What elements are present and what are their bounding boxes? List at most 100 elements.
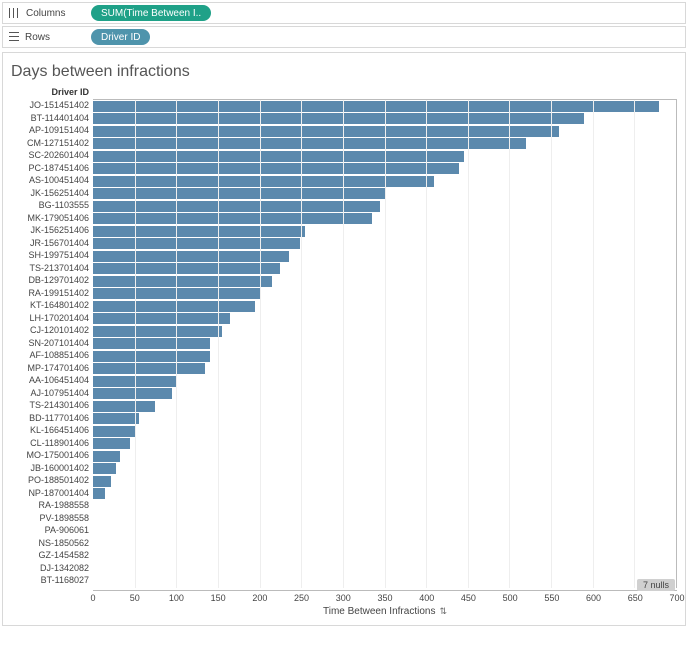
y-axis-label: SH-199751404 — [11, 249, 93, 262]
x-axis-tick: 700 — [669, 593, 684, 603]
bar[interactable] — [93, 388, 172, 399]
bar[interactable] — [93, 151, 464, 162]
bar-row — [93, 350, 676, 363]
bar[interactable] — [93, 238, 300, 249]
rows-shelf[interactable]: Rows Driver ID — [2, 26, 686, 48]
bar[interactable] — [93, 401, 155, 412]
bar-row — [93, 538, 676, 551]
sort-descending-icon[interactable]: ⇅ — [439, 606, 447, 617]
bar-row — [93, 150, 676, 163]
y-axis-label: BG-1103555 — [11, 199, 93, 212]
columns-shelf-label: Columns — [9, 8, 81, 19]
bar-row — [93, 288, 676, 301]
bar-row — [93, 550, 676, 563]
y-axis-label: DB-129701402 — [11, 274, 93, 287]
x-axis-tick: 500 — [503, 593, 518, 603]
bar-row — [93, 425, 676, 438]
bar[interactable] — [93, 476, 111, 487]
y-axis-label: NP-187001404 — [11, 487, 93, 500]
y-axis-label: PC-187451406 — [11, 162, 93, 175]
bar[interactable] — [93, 101, 659, 112]
bar-row — [93, 388, 676, 401]
y-axis-label: AJ-107951404 — [11, 387, 93, 400]
bar-row — [93, 175, 676, 188]
bar[interactable] — [93, 426, 135, 437]
bar-row — [93, 250, 676, 263]
columns-icon — [9, 8, 20, 18]
bar-row — [93, 325, 676, 338]
bar[interactable] — [93, 288, 260, 299]
bar[interactable] — [93, 326, 222, 337]
bar[interactable] — [93, 338, 210, 349]
x-axis-tick: 450 — [461, 593, 476, 603]
bar[interactable] — [93, 113, 584, 124]
x-axis-title-text: Time Between Infractions — [323, 606, 435, 617]
bar-row — [93, 113, 676, 126]
bar-row — [93, 463, 676, 476]
y-axis-label: PV-1898558 — [11, 512, 93, 525]
y-axis-label: BT-1168027 — [11, 574, 93, 587]
bar-row — [93, 163, 676, 176]
bar-row — [93, 338, 676, 351]
y-axis-label: AF-108851406 — [11, 349, 93, 362]
bar[interactable] — [93, 363, 205, 374]
y-axis-label: MO-175001406 — [11, 449, 93, 462]
bar-row — [93, 200, 676, 213]
bar[interactable] — [93, 213, 372, 224]
y-axis-label: AA-106451404 — [11, 374, 93, 387]
bar[interactable] — [93, 463, 116, 474]
bar[interactable] — [93, 126, 559, 137]
bar[interactable] — [93, 351, 210, 362]
bar-row — [93, 413, 676, 426]
bar[interactable] — [93, 276, 272, 287]
bar[interactable] — [93, 163, 459, 174]
bar[interactable] — [93, 138, 526, 149]
bar-row — [93, 475, 676, 488]
columns-pill[interactable]: SUM(Time Between I.. — [91, 5, 211, 21]
bar[interactable] — [93, 301, 255, 312]
y-axis-label: JK-156251406 — [11, 224, 93, 237]
bar[interactable] — [93, 376, 176, 387]
y-axis-title: Driver ID — [11, 87, 93, 97]
x-axis-tick: 400 — [419, 593, 434, 603]
rows-label-text: Rows — [25, 32, 50, 43]
columns-shelf[interactable]: Columns SUM(Time Between I.. — [2, 2, 686, 24]
x-axis-tick: 350 — [377, 593, 392, 603]
bar-row — [93, 500, 676, 513]
bar-row — [93, 563, 676, 576]
bar-row — [93, 213, 676, 226]
bar[interactable] — [93, 313, 230, 324]
bar[interactable] — [93, 413, 139, 424]
bar-row — [93, 263, 676, 276]
bar-row — [93, 238, 676, 251]
y-axis-label: KL-166451406 — [11, 424, 93, 437]
bar-row — [93, 525, 676, 538]
x-axis-title: Time Between Infractions ⇅ — [93, 606, 677, 617]
y-axis-label: PO-188501402 — [11, 474, 93, 487]
y-axis-label: SC-202601404 — [11, 149, 93, 162]
y-axis-label: RA-1988558 — [11, 499, 93, 512]
y-axis-label: LH-170201404 — [11, 312, 93, 325]
y-axis-label: MP-174701406 — [11, 362, 93, 375]
x-axis-tick: 600 — [586, 593, 601, 603]
nulls-indicator[interactable]: 7 nulls — [637, 579, 675, 591]
visualization-panel: Days between infractions Driver ID JO-15… — [2, 52, 686, 626]
bar[interactable] — [93, 201, 380, 212]
x-axis-tick: 100 — [169, 593, 184, 603]
bar[interactable] — [93, 176, 434, 187]
y-axis-label: MK-179051406 — [11, 212, 93, 225]
bar[interactable] — [93, 226, 305, 237]
bar[interactable] — [93, 451, 120, 462]
bar-row — [93, 450, 676, 463]
bar[interactable] — [93, 188, 385, 199]
shelves-area: Columns SUM(Time Between I.. Rows Driver… — [0, 0, 688, 50]
bar[interactable] — [93, 438, 130, 449]
bars-area — [93, 99, 677, 588]
rows-pill[interactable]: Driver ID — [91, 29, 150, 45]
x-axis-tick: 650 — [628, 593, 643, 603]
bar[interactable] — [93, 251, 289, 262]
bar-row — [93, 575, 676, 588]
bar-row — [93, 138, 676, 151]
bar[interactable] — [93, 263, 280, 274]
bar[interactable] — [93, 488, 105, 499]
